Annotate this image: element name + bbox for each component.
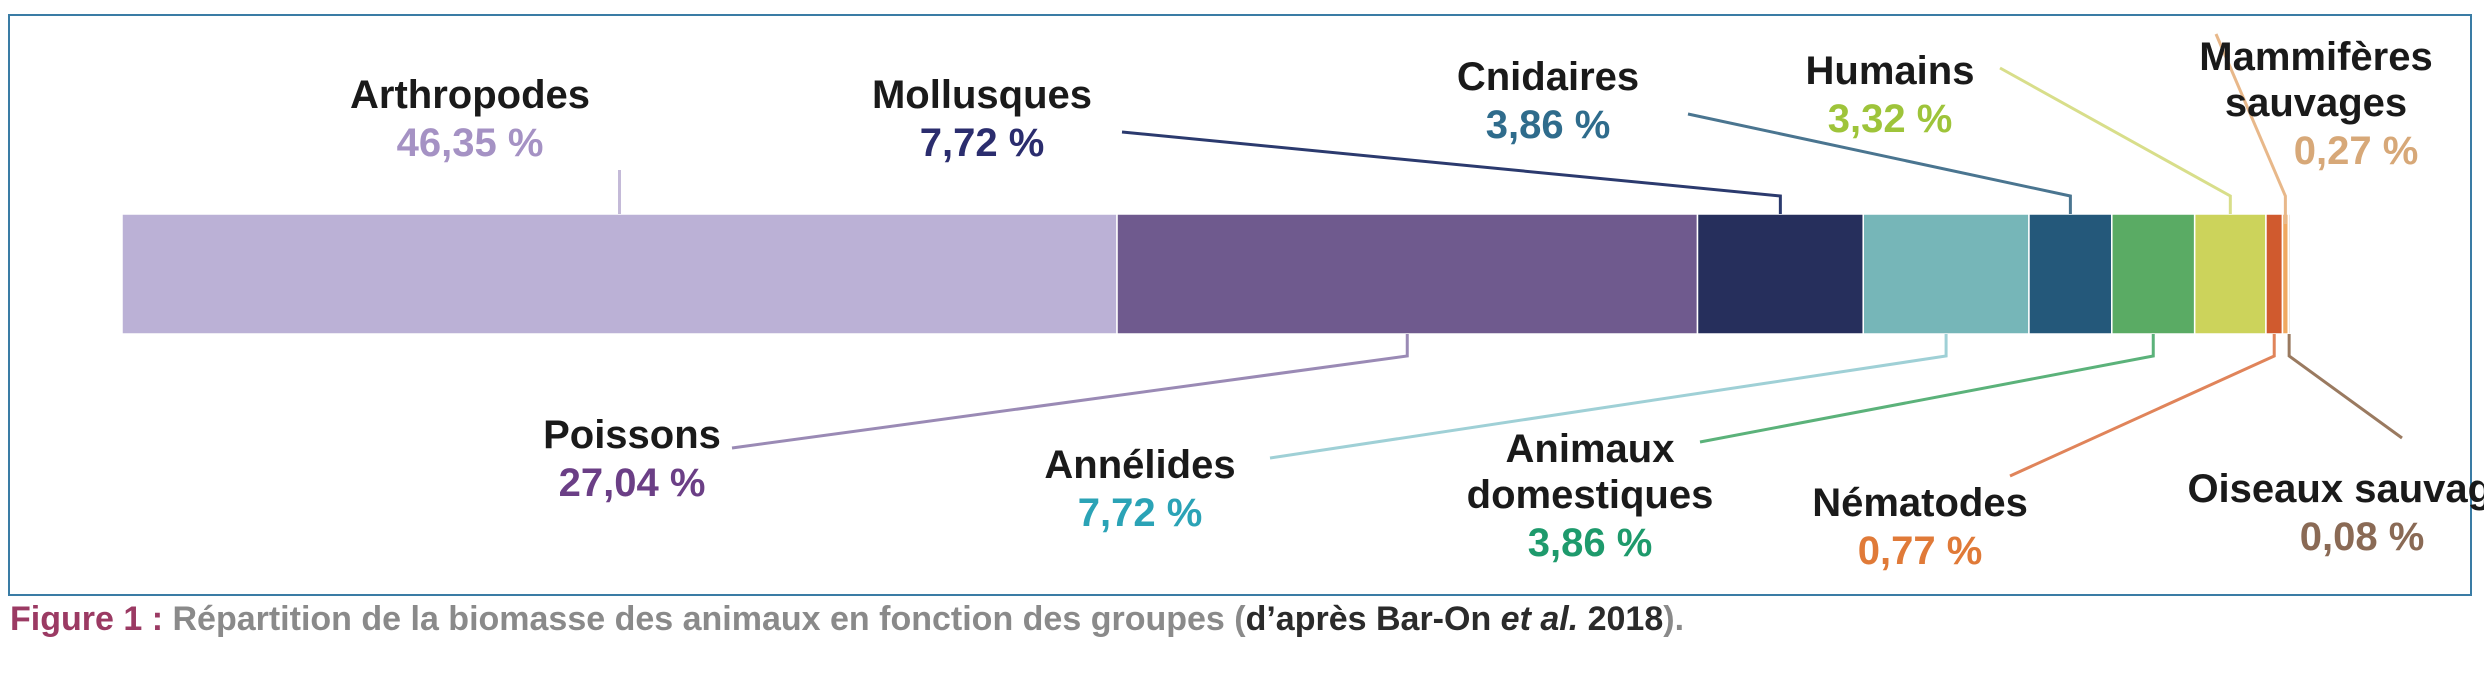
value-label-1: 27,04 % [559,461,706,505]
leader-line-2 [1121,130,1782,214]
bar-segment-2 [1696,213,1864,335]
caption-close: ). [1663,600,1685,638]
leader-line-5 [1699,334,2155,444]
category-name-9-0: Oiseaux sauvages [2187,467,2484,511]
leader-line-7 [2009,334,2276,478]
bar-segment-3 [1862,213,2030,335]
leader-line-8 [2214,33,2287,224]
bar-segment-5 [2111,213,2196,335]
value-label-7: 0,77 % [1858,529,1983,573]
category-name-2-0: Mollusques [872,73,1092,117]
category-name-8-1: sauvages [2225,81,2407,125]
value-label-4: 3,86 % [1486,103,1611,147]
bar-segment-4 [2028,213,2113,335]
value-label-9: 0,08 % [2300,515,2425,559]
category-name-0-0: Arthropodes [350,73,590,117]
value-label-5: 3,86 % [1528,521,1653,565]
bar-segment-6 [2193,213,2267,335]
category-name-1-0: Poissons [543,413,721,457]
leader-line-4 [1687,112,2072,214]
bar-segments [121,213,2291,335]
leader-line-6 [1999,66,2232,214]
category-name-8-0: Mammifères [2199,35,2432,79]
figure-caption: Figure 1 : Répartition de la biomasse de… [10,600,1684,639]
bar-segment-8 [2281,213,2290,335]
bar-segment-0 [121,213,1118,335]
leader-line-1 [731,334,1409,450]
value-label-8: 0,27 % [2294,129,2419,173]
bar-segment-7 [2265,213,2284,335]
caption-text: Répartition de la biomasse des animaux e… [172,600,1246,638]
caption-source: d’après Bar-On [1245,600,1501,638]
value-label-3: 7,72 % [1078,491,1203,535]
value-label-6: 3,32 % [1828,97,1953,141]
category-name-6-0: Humains [1806,49,1975,93]
caption-source-italic: et al. [1500,600,1579,638]
caption-source-year: 2018 [1578,600,1664,638]
leader-line-9 [2287,334,2403,440]
leader-lines [618,33,2403,478]
category-name-4-0: Cnidaires [1457,55,1639,99]
leader-line-3 [1269,334,1948,460]
value-label-2: 7,72 % [920,121,1045,165]
category-name-7-0: Nématodes [1812,481,2028,525]
category-name-3-0: Annélides [1044,443,1235,487]
category-name-5-1: domestiques [1467,473,1714,517]
bar-segment-9 [2287,213,2291,335]
category-name-5-0: Animaux [1506,427,1675,471]
caption-figure-label: Figure 1 : [10,600,164,638]
value-label-0: 46,35 % [397,121,544,165]
bar-segment-1 [1116,213,1699,335]
